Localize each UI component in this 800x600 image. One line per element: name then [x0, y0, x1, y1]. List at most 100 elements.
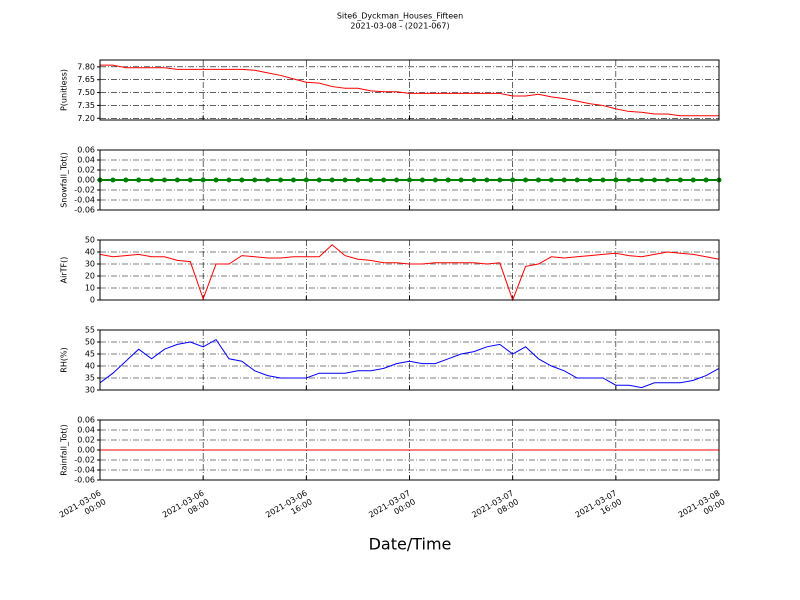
y-tick-label: 0.06 — [77, 416, 95, 425]
y-axis-label: Snowfall_Tot() — [60, 152, 69, 208]
y-tick-label: -0.02 — [74, 186, 95, 195]
y-tick-label: 7.50 — [77, 88, 95, 97]
axes-frame — [99, 329, 720, 391]
data-point — [290, 177, 296, 183]
y-tick-label: 40 — [85, 362, 95, 371]
data-point — [535, 177, 541, 183]
data-point — [342, 177, 348, 183]
data-point — [381, 177, 387, 183]
data-point — [510, 177, 516, 183]
data-point — [548, 177, 554, 183]
data-point — [136, 177, 142, 183]
x-tick-label: 2021-03-0600:00 — [57, 488, 107, 528]
chart-subtitle: 2021-03-08 - (2021-067) — [350, 22, 449, 31]
x-tick-label: 2021-03-0608:00 — [161, 488, 211, 528]
y-tick-label: 35 — [85, 374, 95, 383]
y-tick-label: 55 — [85, 326, 95, 335]
data-point — [458, 177, 464, 183]
y-tick-label: 0.00 — [77, 176, 95, 185]
y-tick-label: 40 — [85, 248, 95, 257]
data-point — [639, 177, 645, 183]
data-point — [278, 177, 284, 183]
data-point — [497, 177, 503, 183]
data-point — [161, 177, 167, 183]
data-point — [471, 177, 477, 183]
y-axis-label: AirTF() — [60, 257, 69, 284]
x-tick-label: 2021-03-0616:00 — [264, 488, 314, 528]
x-tick-label: 2021-03-0800:00 — [676, 488, 726, 528]
data-point — [394, 177, 400, 183]
data-point — [574, 177, 580, 183]
y-tick-label: 7.65 — [77, 75, 95, 84]
y-tick-label: 30 — [85, 260, 95, 269]
axes-frame — [99, 419, 720, 481]
data-point — [149, 177, 155, 183]
y-tick-label: 50 — [85, 236, 95, 245]
data-point — [123, 177, 129, 183]
data-point — [587, 177, 593, 183]
data-point — [303, 177, 309, 183]
data-line — [99, 244, 720, 302]
y-tick-label: 0.06 — [77, 146, 95, 155]
data-point — [213, 177, 219, 183]
y-tick-label: -0.04 — [74, 466, 95, 475]
data-point — [445, 177, 451, 183]
data-point — [200, 177, 206, 183]
data-point — [484, 177, 490, 183]
x-tick-label: 2021-03-0708:00 — [470, 488, 520, 528]
data-point — [652, 177, 658, 183]
data-point — [677, 177, 683, 183]
y-tick-label: 0.02 — [77, 436, 95, 445]
y-axis-label: RH(%) — [60, 347, 69, 372]
y-tick-label: 10 — [85, 284, 95, 293]
chart-title: Site6_Dyckman_Houses_Fifteen — [337, 12, 463, 21]
y-axis-label: Rainfall_Tot() — [60, 424, 69, 476]
data-point — [613, 177, 619, 183]
x-tick-label: 2021-03-0700:00 — [367, 488, 417, 528]
y-tick-label: 0 — [90, 296, 95, 305]
y-tick-label: 0.02 — [77, 166, 95, 175]
data-point — [703, 177, 709, 183]
data-point — [355, 177, 361, 183]
data-line — [99, 338, 720, 389]
data-point — [368, 177, 374, 183]
y-tick-label: 30 — [85, 386, 95, 395]
y-tick-label: -0.02 — [74, 456, 95, 465]
axes-frame — [99, 149, 720, 211]
y-tick-label: -0.04 — [74, 196, 95, 205]
x-tick-label: 2021-03-0716:00 — [573, 488, 623, 528]
data-point — [419, 177, 425, 183]
data-point — [316, 177, 322, 183]
y-tick-label: 0.04 — [77, 426, 95, 435]
data-point — [600, 177, 606, 183]
data-point — [226, 177, 232, 183]
data-point — [523, 177, 529, 183]
data-point — [187, 177, 193, 183]
data-point — [407, 177, 412, 183]
data-point — [626, 177, 632, 183]
y-tick-label: 0.04 — [77, 156, 95, 165]
x-axis-label: Date/Time — [369, 535, 452, 554]
axes-frame — [99, 59, 720, 121]
y-tick-label: -0.06 — [74, 206, 95, 215]
data-point — [174, 177, 180, 183]
data-point — [664, 177, 670, 183]
y-tick-label: 7.80 — [77, 62, 95, 71]
axes-frame — [99, 239, 720, 301]
y-tick-label: 45 — [85, 350, 95, 359]
y-tick-label: 7.20 — [77, 114, 95, 123]
y-axis-label: P(unitless) — [60, 69, 69, 111]
y-tick-label: 50 — [85, 338, 95, 347]
data-point — [329, 177, 335, 183]
data-point — [110, 177, 116, 183]
data-point — [432, 177, 438, 183]
y-tick-label: 20 — [85, 272, 95, 281]
data-point — [690, 177, 696, 183]
data-point — [561, 177, 567, 183]
y-tick-label: -0.06 — [74, 476, 95, 485]
data-line — [100, 64, 719, 117]
data-point — [265, 177, 271, 183]
y-tick-label: 0.00 — [77, 446, 95, 455]
data-point — [239, 177, 245, 183]
